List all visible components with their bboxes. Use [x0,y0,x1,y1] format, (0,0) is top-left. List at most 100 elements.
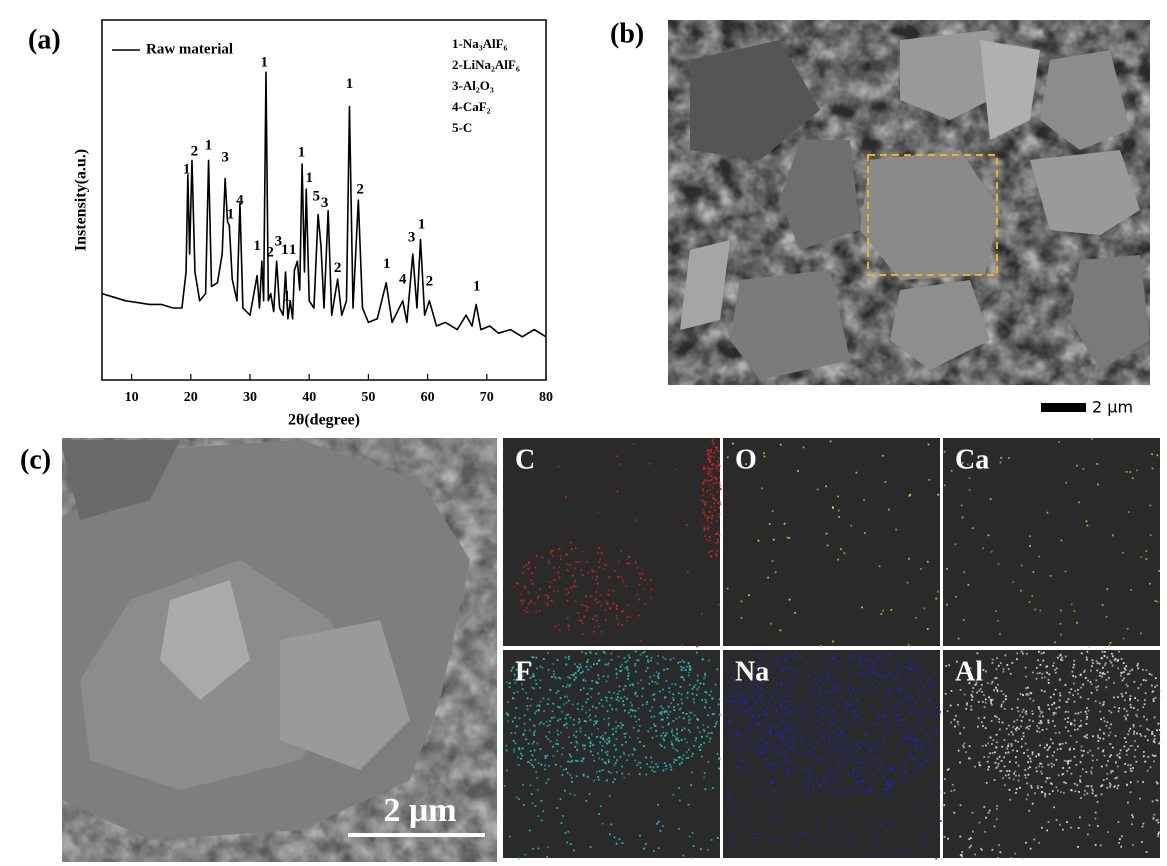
eds-speckle [581,573,584,576]
eds-speckle [962,726,965,729]
eds-speckle [1125,741,1128,744]
eds-speckle [855,689,858,692]
eds-speckle [1144,692,1147,695]
eds-speckle [521,747,524,750]
eds-speckle [996,690,999,693]
x-tick-label: 60 [421,390,435,405]
eds-speckle [991,752,994,754]
eds-speckle [820,793,823,796]
eds-speckle [1024,666,1027,669]
eds-speckle [632,747,635,750]
eds-speckle [608,722,610,725]
eds-speckle [607,761,610,763]
eds-speckle [545,720,548,723]
eds-speckle [1006,770,1008,772]
eds-speckle [577,721,580,724]
eds-speckle [663,746,666,749]
eds-speckle [772,538,775,541]
eds-speckle [768,523,771,525]
eds-speckle [606,738,609,741]
eds-speckle [757,773,759,776]
eds-speckle [1031,710,1034,713]
x-tick-label: 80 [539,390,553,405]
eds-speckle [832,685,834,688]
eds-speckle [1078,816,1081,819]
eds-speckle [715,553,718,556]
eds-speckle [638,583,641,586]
eds-speckle [995,808,998,810]
eds-speckle [874,828,877,831]
eds-speckle [1039,663,1042,666]
eds-speckle [1118,841,1120,844]
eds-speckle [879,765,882,768]
eds-speckle [908,851,911,854]
eds-speckle [1129,670,1132,672]
eds-speckle [514,731,517,734]
eds-speckle [833,662,836,664]
eds-speckle [1108,709,1111,712]
eds-speckle [904,705,907,708]
eds-speckle [598,566,601,568]
eds-speckle [734,660,737,663]
eds-speckle [605,696,608,699]
eds-speckle [842,743,845,746]
eds-speckle [894,773,897,776]
eds-speckle [708,489,711,491]
eds-speckle [616,771,618,774]
eds-speckle [709,493,712,496]
eds-speckle [1064,718,1067,720]
eds-speckle [930,780,933,783]
eds-speckle [992,739,995,741]
eds-speckle [626,615,629,618]
eds-speckle [547,738,550,740]
eds-speckle [882,774,884,777]
eds-speckle [689,668,692,671]
eds-speckle [717,450,720,453]
eds-speckle [927,443,930,446]
eds-speckle [1004,698,1007,701]
eds-speckle [912,665,914,668]
eds-speckle [881,668,884,671]
eds-speckle [574,600,577,603]
eds-speckle [566,771,569,774]
eds-speckle [663,762,666,765]
eds-speckle [576,748,579,751]
eds-speckle [787,693,790,696]
eds-speckle [707,725,709,728]
eds-speckle [863,498,865,501]
eds-speckle [987,756,990,758]
eds-speckle [707,516,710,518]
eds-speckle [541,667,544,669]
eds-speckle [775,690,777,693]
eds-speckle [699,731,701,734]
eds-speckle [960,853,963,856]
eds-speckle [634,715,637,718]
eds-speckle [832,750,835,753]
eds-speckle [723,709,726,712]
eds-speckle [594,625,596,628]
eds-speckle [649,676,652,678]
eds-speckle [1159,741,1162,744]
eds-speckle [681,643,684,646]
eds-speckle [1098,662,1101,665]
eds-speckle [897,689,900,692]
eds-speckle [1062,773,1065,775]
eds-speckle [954,714,957,717]
eds-speckle [540,800,543,802]
eds-speckle [1084,677,1087,679]
eds-speckle [995,686,997,689]
eds-speckle [820,688,823,691]
eds-speckle [1099,844,1102,847]
eds-speckle [706,453,709,455]
eds-speckle [1042,651,1045,654]
eds-speckle [667,705,670,708]
eds-speckle [908,557,910,560]
eds-speckle [905,735,908,737]
eds-speckle [877,654,880,656]
eds-speckle [539,587,541,590]
eds-speckle [552,702,555,705]
peak-label: 1 [473,279,481,295]
eds-speckle [1155,799,1158,801]
eds-speckle [826,777,828,780]
eds-speckle [513,692,515,694]
